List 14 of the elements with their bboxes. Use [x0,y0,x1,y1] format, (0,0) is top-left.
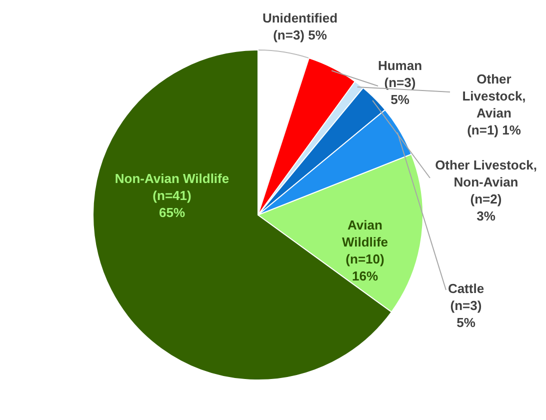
data-label: (n=3) 5% [384,75,416,107]
slice-label: Other Livestock, Avian [462,72,526,120]
data-label: (n=1) 1% [467,122,522,138]
slice-label: Human [378,58,422,73]
data-label: (n=3) 5% [450,298,482,330]
slice-label: Avian Wildlife [342,218,388,250]
data-label: (n=10) 16% [346,252,384,284]
slice-label: Non-Avian Wildlife [114,171,230,186]
data-label: (n=2) 3% [470,192,502,224]
data-label: (n=3) 5% [273,28,328,42]
slice-label: Unidentified [262,10,338,26]
data-label: (n=41) 65% [152,188,192,220]
slice-label: Cattle [448,281,484,296]
slice-label: Other Livestock, Non-Avian [435,158,537,190]
